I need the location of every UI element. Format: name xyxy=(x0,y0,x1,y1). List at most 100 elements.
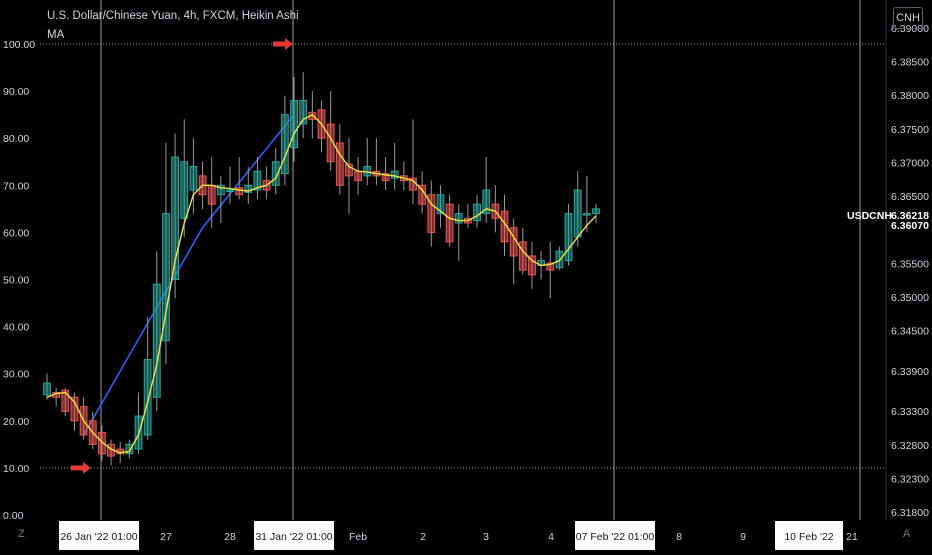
candle xyxy=(244,166,253,205)
candle xyxy=(180,119,189,238)
x-axis-label-highlight xyxy=(59,521,139,550)
candle-body xyxy=(70,396,79,422)
currency-badge[interactable]: CNH xyxy=(893,7,923,29)
candle xyxy=(582,175,591,233)
candle-body xyxy=(473,203,481,222)
candle-body xyxy=(436,194,445,215)
left-axis-tick-label: 10.00 xyxy=(3,463,29,475)
candle xyxy=(335,124,344,195)
candle xyxy=(592,204,600,223)
right-axis-tick-label: 6.33300 xyxy=(891,406,929,418)
candle-body xyxy=(180,161,189,219)
x-axis-tick-label: 2 xyxy=(420,531,426,543)
candle-body xyxy=(61,389,70,412)
candle xyxy=(281,95,289,186)
symbol-price-label: USDCNH xyxy=(847,210,892,222)
right-axis-tick-label: 6.39000 xyxy=(891,23,929,35)
candle-body xyxy=(299,100,308,125)
candle xyxy=(564,204,573,266)
candle-body xyxy=(207,184,216,205)
candle-body xyxy=(482,189,491,215)
ma-indicator-label[interactable]: MA xyxy=(47,29,65,41)
candle-body xyxy=(271,161,280,186)
candle xyxy=(125,439,134,459)
candle-body xyxy=(189,165,198,191)
x-axis-label-highlight xyxy=(254,521,334,550)
left-axis-tick-label: 20.00 xyxy=(3,416,29,428)
candle-body xyxy=(226,189,234,193)
left-axis-tick-label: 80.00 xyxy=(3,133,29,145)
candle xyxy=(500,194,509,256)
right-axis-tick-label: 6.38000 xyxy=(891,90,929,102)
x-axis-tick-label: 9 xyxy=(740,531,746,543)
candle-body xyxy=(125,443,134,455)
candle xyxy=(189,138,198,214)
candle xyxy=(143,317,152,440)
left-axis-tick-label: 90.00 xyxy=(3,86,29,98)
candle-body xyxy=(518,241,527,271)
candle xyxy=(216,175,225,223)
candle-body xyxy=(582,213,591,216)
candle-body xyxy=(335,142,344,186)
candle-body xyxy=(381,173,390,182)
candle-body xyxy=(143,359,152,436)
zoom-mode-button[interactable]: Z xyxy=(18,528,25,540)
last-price-label: 6.36218 xyxy=(891,210,929,222)
auto-scale-button[interactable]: A xyxy=(903,528,911,540)
x-axis-tick-label: 07 Feb '22 01:00 xyxy=(576,531,655,543)
right-axis-tick-label: 6.31800 xyxy=(891,507,929,519)
candle xyxy=(482,157,491,223)
high-marker-arrow xyxy=(273,38,293,50)
candle xyxy=(345,138,353,214)
right-axis-tick-label: 6.37500 xyxy=(891,124,929,136)
right-axis-tick-label: 6.33900 xyxy=(891,366,929,378)
candle-body xyxy=(216,184,225,196)
candle-body xyxy=(354,170,363,182)
candle xyxy=(98,425,106,461)
candle-body xyxy=(500,210,509,243)
x-axis-tick-label: Feb xyxy=(349,531,367,543)
candle-body xyxy=(253,170,262,191)
left-axis-tick-label: 50.00 xyxy=(3,275,29,287)
right-axis-tick-label: 6.32800 xyxy=(891,440,929,452)
candle-body xyxy=(573,189,582,238)
candle xyxy=(43,373,51,400)
right-axis-tick-label: 6.35500 xyxy=(891,258,929,270)
candle xyxy=(427,180,436,247)
candle xyxy=(473,194,481,228)
x-axis-tick-label: 31 Jan '22 01:00 xyxy=(255,531,332,543)
ma-value-label: 6.36070 xyxy=(891,220,929,232)
candle-body xyxy=(592,208,600,215)
candle-body xyxy=(152,283,161,398)
right-axis-tick-label: 6.35000 xyxy=(891,292,929,304)
right-axis-tick-label: 6.38500 xyxy=(891,57,929,69)
candle xyxy=(381,157,390,191)
candle xyxy=(271,147,280,195)
candle-body xyxy=(427,194,436,233)
candle-body xyxy=(290,100,298,149)
right-axis-tick-label: 6.34500 xyxy=(891,326,929,338)
left-axis-tick-label: 70.00 xyxy=(3,180,29,192)
moving-average-line xyxy=(46,113,597,454)
candle-body xyxy=(564,213,573,262)
x-axis-tick-label: 4 xyxy=(548,531,554,543)
candle xyxy=(390,142,399,191)
candle xyxy=(555,246,564,271)
candle-body xyxy=(390,170,399,179)
right-axis-tick-label: 6.36500 xyxy=(891,191,929,203)
candle-body xyxy=(98,432,106,455)
candle-body xyxy=(162,213,170,342)
candle xyxy=(454,204,463,261)
candle-body xyxy=(345,163,353,177)
x-axis-tick-label: 26 Jan '22 01:00 xyxy=(60,531,137,543)
x-axis-tick-label: 8 xyxy=(676,531,682,543)
left-axis-tick-label: 100.00 xyxy=(3,39,35,51)
candle xyxy=(528,241,536,289)
candle xyxy=(152,251,161,412)
x-axis-label-highlight xyxy=(575,521,655,550)
candle xyxy=(226,166,234,205)
candle-body xyxy=(235,187,244,196)
